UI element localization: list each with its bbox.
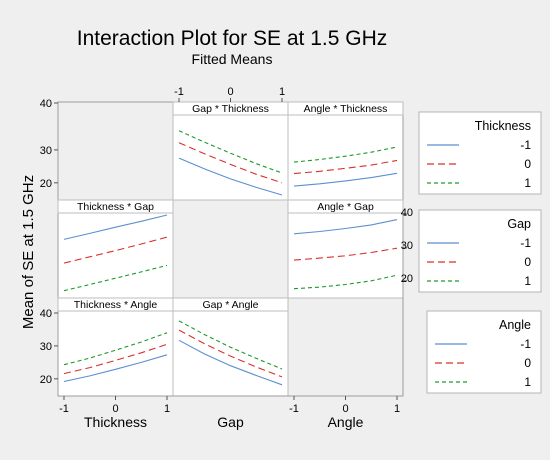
x-tick-label: -1 — [59, 403, 69, 415]
series-line-level-0 — [63, 236, 168, 264]
chart-subtitle: Fitted Means — [192, 51, 273, 67]
series-line-level-1 — [178, 130, 283, 174]
legend-entry-label: -1 — [520, 236, 531, 250]
legend-title: Gap — [507, 217, 531, 231]
x-tick-label: 0 — [342, 403, 348, 415]
series-line-level-neg1 — [63, 214, 168, 240]
empty-panel-cell — [172, 199, 289, 299]
legend-title: Thickness — [475, 119, 531, 133]
y-tick-label: 20 — [40, 374, 52, 386]
x-tick-label: 0 — [112, 403, 118, 415]
series-line-level-0 — [63, 343, 168, 375]
empty-panel-cell — [57, 101, 174, 201]
legend-entry-label: -1 — [520, 138, 531, 152]
panel-title-strip — [57, 199, 174, 214]
x-axis-label: Thickness — [84, 414, 147, 430]
x-tick-label: 1 — [164, 403, 170, 415]
panel-title: Thickness * Angle — [74, 299, 158, 311]
panel-grid: Gap * Thickness Angle * Thickness Thicknes… — [40, 86, 407, 430]
legend-entry-label: 0 — [524, 255, 531, 269]
series-line-level-1 — [178, 320, 283, 370]
x-tick-label: -1 — [289, 403, 299, 415]
legend-entry-label: 1 — [524, 176, 531, 190]
legend-area: Thickness -1 0 1 Gap -1 0 1 40 30 20 Angle -1 0 1 — [401, 111, 542, 394]
x-axis-label: Angle — [328, 414, 364, 430]
panel-cell — [57, 199, 174, 299]
x-axis-label: Gap — [217, 414, 244, 430]
panel-title: Gap * Thickness — [192, 103, 269, 115]
legend-title: Angle — [499, 318, 531, 332]
series-line-level-1 — [63, 332, 168, 366]
panel-cell — [287, 101, 404, 201]
panel-cell — [172, 101, 289, 201]
series-line-level-neg1 — [178, 157, 283, 196]
x-tick-label: -1 — [174, 86, 184, 98]
empty-panel-cell — [287, 297, 404, 397]
y-tick-label: 30 — [401, 240, 413, 252]
series-line-level-neg1 — [63, 354, 168, 383]
y-tick-label: 20 — [40, 178, 52, 190]
x-tick-label: 1 — [279, 86, 285, 98]
series-line-level-1 — [63, 264, 168, 292]
y-tick-label: 40 — [40, 308, 52, 320]
y-tick-label: 40 — [401, 207, 413, 219]
y-tick-label: 30 — [40, 341, 52, 353]
panel-title: Angle * Gap — [317, 201, 374, 213]
legend-entry-label: -1 — [520, 337, 531, 351]
y-tick-label: 40 — [40, 98, 52, 110]
legend-entry-label: 0 — [524, 356, 531, 370]
panel-cell — [287, 199, 404, 299]
panel-cell — [57, 297, 174, 397]
series-line-level-0 — [178, 329, 283, 378]
x-tick-label: 0 — [227, 86, 233, 98]
legend-entry-label: 0 — [524, 157, 531, 171]
panel-title: Thickness * Gap — [77, 201, 154, 213]
y-axis-label: Mean of SE at 1.5 GHz — [20, 175, 37, 329]
series-line-level-neg1 — [178, 339, 283, 386]
panel-title: Gap * Angle — [202, 299, 258, 311]
legend-entry-label: 1 — [524, 274, 531, 288]
series-line-level-0 — [293, 159, 398, 175]
panel-title-strip — [287, 199, 404, 214]
series-line-level-1 — [293, 146, 398, 163]
y-tick-label: 20 — [401, 273, 413, 285]
legend-box — [418, 209, 542, 293]
chart-title: Interaction Plot for SE at 1.5 GHz — [77, 27, 387, 50]
legend-entry-label: 1 — [524, 375, 531, 389]
series-line-level-neg1 — [293, 219, 398, 235]
x-tick-label: 1 — [394, 403, 400, 415]
series-line-level-neg1 — [293, 172, 398, 187]
panel-title: Angle * Thickness — [304, 103, 388, 115]
legend-box — [426, 310, 542, 394]
series-line-level-0 — [178, 142, 283, 184]
series-line-level-1 — [293, 274, 398, 290]
legend-box — [418, 111, 542, 195]
y-tick-label: 30 — [40, 145, 52, 157]
panel-title-strip — [287, 101, 404, 116]
panel-title-strip — [172, 297, 289, 312]
series-line-level-0 — [293, 247, 398, 261]
